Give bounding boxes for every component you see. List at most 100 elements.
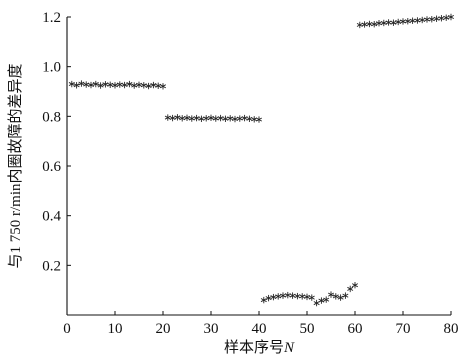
marker-stroke [174, 115, 181, 120]
data-point [347, 285, 354, 293]
data-point [351, 282, 359, 289]
marker-stroke [116, 82, 123, 87]
data-point [371, 21, 378, 28]
marker-stroke [241, 116, 248, 121]
marker-stroke [308, 295, 315, 300]
marker-stroke [260, 298, 267, 303]
marker-stroke [313, 301, 320, 306]
data-point [414, 17, 421, 24]
data-point [227, 115, 234, 122]
marker-stroke [236, 116, 243, 121]
marker-stroke [193, 116, 200, 121]
marker-stroke [126, 82, 133, 87]
data-point [380, 19, 387, 27]
data-point [270, 293, 277, 301]
marker-stroke [92, 82, 99, 87]
marker-stroke [73, 83, 80, 88]
marker-stroke [212, 116, 219, 121]
marker-stroke [428, 17, 435, 22]
marker-stroke [188, 116, 195, 121]
marker-stroke [159, 84, 167, 89]
data-point [337, 294, 344, 301]
marker-stroke [155, 83, 162, 88]
data-point [308, 294, 315, 301]
marker-stroke [102, 82, 109, 87]
marker-stroke [183, 115, 191, 120]
data-point [145, 82, 152, 90]
data-point [179, 115, 186, 122]
marker-stroke [231, 117, 239, 122]
data-point [159, 83, 167, 90]
data-point [193, 114, 200, 122]
data-point [255, 116, 263, 123]
x-tick-label: 10 [108, 321, 123, 337]
x-axis-title: 样本序号N [224, 339, 295, 356]
marker-stroke [207, 115, 215, 120]
marker-stroke [97, 83, 104, 88]
marker-stroke [135, 82, 143, 87]
marker-stroke [375, 21, 383, 26]
data-point [121, 81, 128, 89]
y-ticks: 0.2 0.4 0.6 0.8 1.0 1.2 [42, 10, 71, 274]
marker-stroke [423, 17, 431, 22]
data-point [289, 292, 296, 299]
x-tick-label: 0 [63, 321, 71, 337]
data-point [366, 20, 373, 28]
data-point [294, 292, 301, 300]
data-point [342, 292, 349, 299]
marker-stroke [284, 293, 291, 298]
data-point [207, 114, 215, 122]
data-point [111, 82, 119, 89]
data-points [68, 13, 455, 307]
marker-stroke [332, 294, 339, 299]
data-point [83, 81, 90, 88]
data-point [116, 81, 123, 88]
data-point [313, 299, 320, 307]
data-point [126, 80, 133, 88]
marker-stroke [107, 82, 114, 87]
marker-stroke [414, 18, 421, 23]
data-point [174, 114, 181, 121]
data-point [361, 21, 368, 28]
marker-stroke [111, 83, 119, 88]
marker-stroke [270, 295, 277, 300]
marker-stroke [443, 15, 450, 20]
marker-stroke [323, 297, 330, 302]
marker-stroke [150, 83, 157, 88]
data-point [433, 15, 440, 22]
marker-stroke [83, 82, 90, 87]
x-ticks: 0 10 20 30 40 50 60 70 80 [63, 311, 459, 337]
data-point [68, 80, 75, 88]
data-point [275, 293, 282, 300]
data-point [260, 296, 267, 304]
x-tick-label: 40 [252, 321, 267, 337]
marker-stroke [140, 83, 147, 88]
marker-stroke [390, 20, 397, 25]
y-tick-label: 0.6 [42, 159, 61, 175]
marker-stroke [78, 81, 85, 86]
marker-stroke [371, 22, 378, 27]
data-point [198, 115, 205, 123]
data-point [409, 17, 416, 24]
axes [66, 17, 451, 316]
marker-stroke [303, 294, 311, 299]
data-point [428, 16, 435, 23]
data-point [107, 81, 114, 88]
marker-stroke [164, 115, 171, 120]
marker-stroke [131, 83, 138, 88]
data-point [246, 115, 253, 123]
data-point [284, 291, 291, 299]
data-point [183, 114, 191, 122]
marker-stroke [351, 283, 359, 288]
data-point [265, 294, 272, 302]
marker-stroke [217, 116, 224, 121]
data-point [203, 115, 210, 122]
y-tick-label: 0.4 [42, 209, 61, 225]
y-tick-label: 1.2 [42, 10, 61, 26]
marker-stroke [419, 17, 426, 22]
marker-stroke [347, 286, 354, 291]
marker-stroke [327, 292, 335, 297]
marker-stroke [318, 298, 325, 303]
marker-stroke [255, 117, 263, 122]
